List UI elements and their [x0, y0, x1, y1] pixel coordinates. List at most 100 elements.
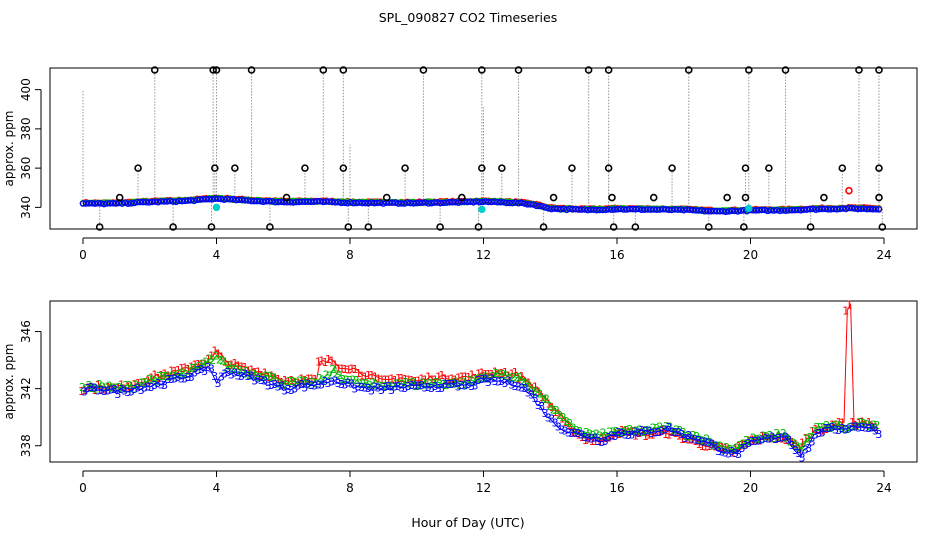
series-3-point: 3 [271, 378, 278, 391]
baseline-marker [860, 205, 868, 212]
series-1-point: 1 [539, 391, 546, 404]
baseline-marker [656, 206, 663, 213]
series-3-point: 3 [231, 367, 238, 380]
series-2-point: 2 [800, 441, 807, 454]
series-2-point: 2 [119, 382, 126, 395]
y-tick-label: 340 [19, 196, 33, 219]
series-2-point: 2 [867, 420, 874, 433]
series-1-point: 1 [171, 365, 178, 378]
series-3-point: 3 [485, 376, 492, 389]
baseline-marker [157, 198, 165, 205]
series-3-point: 3 [655, 426, 662, 439]
series-1-point: 1 [712, 440, 719, 453]
series-1-point: 1 [168, 365, 175, 378]
series-1-point: 1 [846, 298, 853, 311]
series-2-point: 2 [847, 421, 854, 434]
baseline-marker [359, 199, 366, 207]
series-1-point: 1 [535, 386, 542, 399]
series-3-point: 3 [535, 399, 542, 412]
series-1-point: 1 [435, 370, 442, 383]
baseline-marker [473, 198, 480, 205]
series-2-point: 2 [533, 386, 540, 399]
series-3-point: 3 [365, 382, 372, 395]
series-2-point: 2 [139, 376, 146, 389]
baseline-marker [392, 199, 399, 206]
calibration-marker [478, 205, 486, 214]
series-2-point: 2 [92, 383, 99, 396]
series-2-point: 2 [146, 373, 153, 386]
series-2-point: 2 [373, 378, 380, 391]
baseline-marker [317, 198, 324, 205]
outlier-marker [231, 164, 239, 172]
y-tick-label: 380 [19, 117, 33, 140]
outlier-marker [745, 66, 753, 74]
baseline-marker [584, 206, 591, 214]
series-3-point: 3 [315, 378, 322, 391]
baseline-marker [629, 205, 636, 213]
series-3-point: 3 [285, 383, 292, 396]
y-axis-label: approx. ppm [2, 344, 16, 420]
series-1-point: 1 [225, 359, 232, 372]
series-2-point: 2 [870, 418, 877, 431]
series-1-point: 1 [238, 360, 245, 373]
baseline-marker [299, 198, 306, 205]
series-3-point: 3 [124, 386, 131, 399]
series-2-point: 2 [263, 369, 270, 382]
series-2-point: 2 [483, 370, 490, 383]
series-1-point: 1 [468, 368, 475, 381]
baseline-marker [689, 206, 697, 214]
series-1-point: 1 [125, 380, 132, 393]
series-1-point: 1 [585, 432, 592, 445]
series-3-point: 3 [618, 427, 625, 440]
series-2-point: 2 [229, 363, 236, 376]
series-2-point: 2 [419, 376, 426, 389]
series-1-point: 1 [816, 424, 823, 437]
series-1-point: 1 [78, 385, 85, 398]
series-3-point: 3 [388, 384, 395, 397]
baseline-marker [644, 206, 651, 213]
series-3-point: 3 [648, 427, 655, 440]
series-3-point: 3 [471, 379, 478, 392]
series-1-point: 1 [565, 419, 572, 432]
x-tick-label: 4 [213, 248, 221, 262]
series-2-point: 2 [363, 377, 370, 390]
y-tick-label: 360 [19, 157, 33, 180]
series-3-point: 3 [869, 422, 876, 435]
series-2-point: 2 [243, 365, 250, 378]
series-2-point: 2 [780, 427, 787, 440]
baseline-marker [88, 200, 96, 207]
series-1-point: 1 [662, 428, 669, 441]
series-2-point: 2 [112, 382, 119, 395]
series-2-point: 2 [716, 440, 723, 453]
series-1-point: 1 [425, 370, 432, 383]
baseline-marker [112, 200, 120, 207]
series-3-point: 3 [785, 434, 792, 447]
baseline-marker [818, 205, 826, 213]
baseline-marker [470, 199, 477, 206]
baseline-marker [686, 206, 694, 213]
series-3-point: 3 [682, 432, 689, 445]
series-2-point: 2 [590, 429, 597, 442]
outlier-marker [150, 66, 159, 74]
series-1-point: 1 [829, 419, 836, 432]
baseline-marker [118, 200, 126, 207]
outlier-marker [364, 223, 373, 231]
baseline-marker [82, 200, 90, 207]
series-2-point: 2 [560, 411, 567, 424]
baseline-marker [695, 207, 703, 214]
baseline-marker [674, 206, 681, 213]
series-2-point: 2 [396, 378, 403, 391]
series-1-point: 1 [432, 374, 439, 387]
series-3-point: 3 [355, 380, 362, 393]
series-1-point: 1 [589, 435, 596, 448]
baseline-marker [136, 198, 144, 206]
baseline-marker [410, 200, 417, 207]
baseline-marker [302, 198, 309, 206]
series-3-point: 3 [425, 381, 432, 394]
series-2-point: 2 [686, 430, 693, 443]
series-3-point: 3 [265, 379, 272, 392]
series-2-point: 2 [563, 415, 570, 428]
series-1-point: 1 [315, 356, 322, 369]
baseline-marker [193, 196, 201, 204]
baseline-marker [103, 200, 111, 207]
